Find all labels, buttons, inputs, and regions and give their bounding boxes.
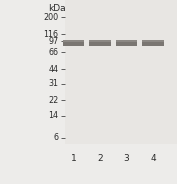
Text: 22: 22: [48, 96, 58, 105]
Text: 6: 6: [53, 134, 58, 142]
Bar: [142, 40, 164, 42]
Text: 3: 3: [124, 154, 129, 163]
Text: 97: 97: [48, 37, 58, 46]
Text: 14: 14: [48, 112, 58, 120]
Bar: [142, 40, 164, 46]
Bar: [63, 40, 84, 42]
Bar: [116, 40, 137, 42]
Polygon shape: [65, 0, 177, 144]
Text: 116: 116: [43, 30, 58, 38]
Bar: [116, 40, 137, 46]
Bar: [89, 40, 111, 46]
Text: 31: 31: [48, 79, 58, 88]
Bar: [89, 40, 111, 42]
Text: 44: 44: [48, 65, 58, 73]
Text: 1: 1: [71, 154, 76, 163]
Text: kDa: kDa: [48, 4, 65, 13]
Bar: [63, 40, 84, 46]
Text: 2: 2: [97, 154, 103, 163]
Text: 200: 200: [43, 13, 58, 22]
Text: 4: 4: [150, 154, 156, 163]
Text: 66: 66: [48, 48, 58, 57]
